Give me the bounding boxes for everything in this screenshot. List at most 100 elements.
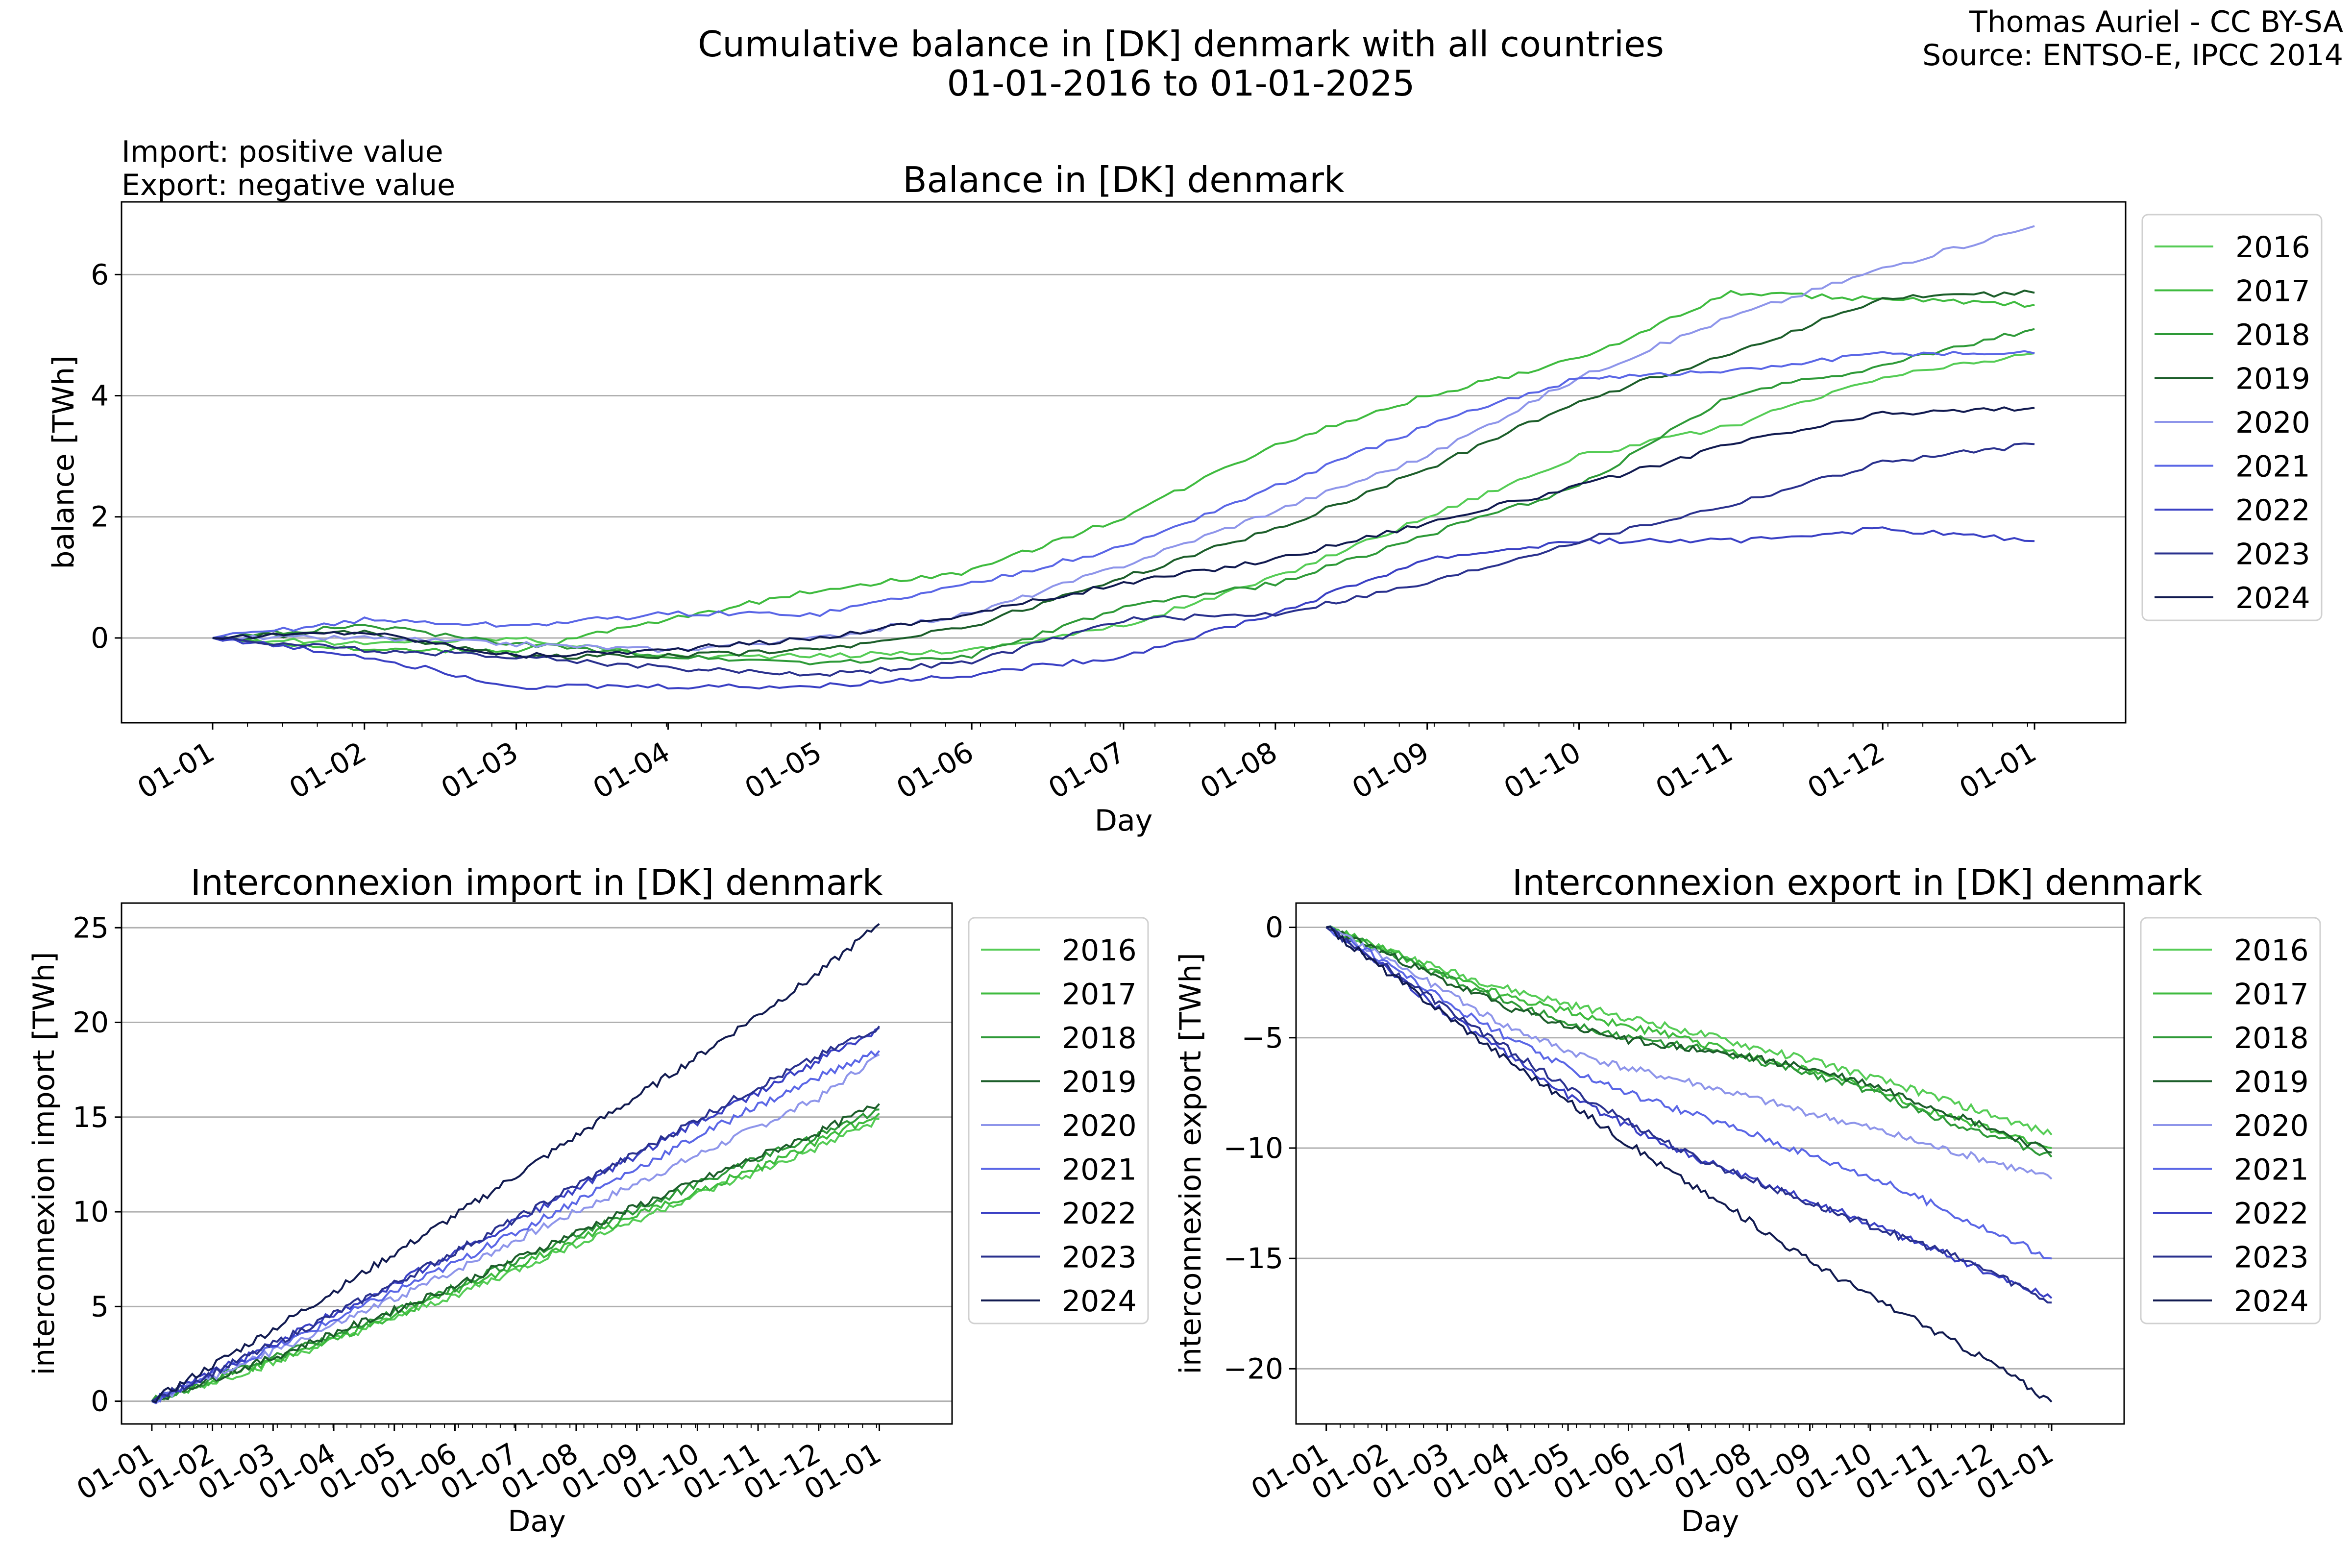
chart-title: Balance in [DK] denmark	[903, 159, 1345, 200]
credit-line1: Thomas Auriel - CC BY-SA	[1969, 5, 2343, 39]
legend-label: 2024	[2234, 1284, 2309, 1319]
y-tick-label: −15	[1224, 1242, 1283, 1275]
legend-label: 2020	[2235, 406, 2310, 440]
x-axis-label: Day	[508, 1504, 565, 1539]
x-tick-label: 01-04	[587, 735, 675, 805]
x-axis-label: Day	[1681, 1504, 1739, 1539]
y-axis-label: interconnexion export [TWh]	[1174, 953, 1208, 1374]
legend-label: 2021	[2235, 450, 2310, 484]
x-tick-label: 01-10	[1498, 735, 1587, 805]
x-tick-label: 01-06	[891, 735, 979, 805]
series-line-2022	[212, 526, 2035, 690]
series-line-2022	[151, 1027, 880, 1404]
legend-label: 2022	[2235, 493, 2310, 528]
series-line-2023	[1325, 926, 2052, 1304]
series-group	[212, 225, 2035, 690]
series-line-2024	[1326, 926, 2053, 1403]
legend-label: 2018	[1062, 1021, 1137, 1055]
y-tick-label: −5	[1242, 1021, 1284, 1054]
x-tick-label: 01-05	[739, 735, 827, 805]
series-line-2019	[1325, 926, 2052, 1153]
plot-frame	[121, 902, 953, 1425]
y-tick-label: 10	[73, 1195, 109, 1228]
legend-label: 2016	[2234, 933, 2309, 968]
x-tick-label: 01-02	[284, 735, 372, 805]
legend-label: 2024	[1062, 1284, 1137, 1319]
series-line-2019	[212, 290, 2035, 660]
legend-label: 2023	[2235, 538, 2310, 572]
y-tick-label: 4	[91, 379, 109, 413]
series-group	[1325, 925, 2053, 1403]
legend-label: 2021	[1062, 1153, 1137, 1187]
legend-label: 2020	[1062, 1109, 1137, 1143]
series-line-2020	[1326, 925, 2053, 1180]
series-line-2021	[212, 350, 2035, 639]
series-line-2024	[151, 923, 880, 1403]
plot-frame	[1295, 902, 2125, 1425]
legend-label: 2023	[1062, 1241, 1137, 1275]
legend-frame	[968, 917, 1149, 1324]
legend-label: 2018	[2234, 1021, 2309, 1055]
y-tick-label: 20	[73, 1006, 109, 1039]
y-tick-label: 15	[73, 1101, 109, 1134]
y-tick-label: 0	[91, 1385, 109, 1418]
series-line-2017	[151, 1112, 880, 1402]
legend-label: 2021	[2234, 1153, 2309, 1187]
legend-label: 2016	[1062, 933, 1137, 968]
legend: 2016 2017 2018 2019 2020 2021 2022 2023 2024	[2140, 917, 2321, 1324]
chart-title: Interconnexion import in [DK] denmark	[191, 862, 883, 903]
legend-label: 2017	[2234, 978, 2309, 1012]
y-tick-label: 5	[91, 1290, 109, 1323]
x-tick-label: 01-11	[1650, 735, 1738, 805]
legend-label: 2017	[1062, 978, 1137, 1012]
x-tick-label: 01-09	[1347, 735, 1435, 805]
legend: 2016 2017 2018 2019 2020 2021 2022 2023 2024	[2141, 214, 2323, 621]
x-tick-label: 01-03	[436, 735, 524, 805]
series-group	[151, 923, 881, 1405]
y-tick-label: 25	[73, 911, 109, 944]
legend-label: 2020	[2234, 1109, 2309, 1143]
series-line-2016	[212, 352, 2035, 660]
y-tick-label: 6	[91, 258, 109, 291]
note-export: Export: negative value	[122, 168, 455, 202]
x-axis-label: Day	[1095, 804, 1152, 838]
series-line-2017	[1325, 926, 2052, 1149]
series-line-2020	[151, 1054, 880, 1405]
series-line-2021	[1325, 926, 2052, 1260]
credit-line2: Source: ENTSO-E, IPCC 2014	[1922, 38, 2343, 73]
legend-label: 2022	[2234, 1197, 2309, 1231]
note-import: Import: positive value	[122, 135, 443, 169]
legend-frame	[2141, 214, 2323, 621]
x-tick-label: 01-01	[1954, 735, 2042, 805]
series-line-2017	[212, 290, 2035, 654]
import-chart: Interconnexion import in [DK] denmark 0 5 1…	[27, 862, 1149, 1539]
series-line-2018	[212, 328, 2035, 665]
series-line-2018	[151, 1108, 880, 1402]
x-tick-label: 01-08	[1195, 735, 1283, 805]
series-line-2020	[212, 225, 2035, 654]
y-tick-label: 0	[91, 621, 109, 655]
legend-label: 2024	[2235, 581, 2310, 615]
export-chart: Interconnexion export in [DK] denmark 0 −5…	[1174, 862, 2321, 1539]
series-line-2023	[151, 1026, 881, 1402]
figure-title-line2: 01-01-2016 to 01-01-2025	[947, 63, 1415, 104]
legend-label: 2016	[2235, 230, 2310, 265]
legend-label: 2019	[2235, 362, 2310, 396]
legend-label: 2022	[1062, 1197, 1137, 1231]
x-tick-label: 01-01	[132, 735, 220, 805]
series-line-2024	[212, 406, 2035, 659]
legend-label: 2017	[2235, 274, 2310, 309]
y-tick-label: −10	[1224, 1131, 1283, 1165]
series-line-2021	[151, 1050, 881, 1403]
y-tick-label: 2	[91, 500, 109, 534]
series-line-2023	[212, 442, 2035, 677]
y-axis-label: balance [TWh]	[47, 355, 81, 569]
x-tick-label: 01-07	[1043, 735, 1131, 805]
y-tick-label: −20	[1224, 1352, 1283, 1385]
legend: 2016 2017 2018 2019 2020 2021 2022 2023 2024	[968, 917, 1149, 1324]
series-line-2019	[151, 1103, 880, 1402]
series-line-2018	[1326, 925, 2053, 1158]
balance-chart: Balance in [DK] denmark 0 2 4 6 01-01 01-02 01-…	[47, 159, 2323, 838]
y-axis-label: interconnexion import [TWh]	[27, 952, 61, 1375]
